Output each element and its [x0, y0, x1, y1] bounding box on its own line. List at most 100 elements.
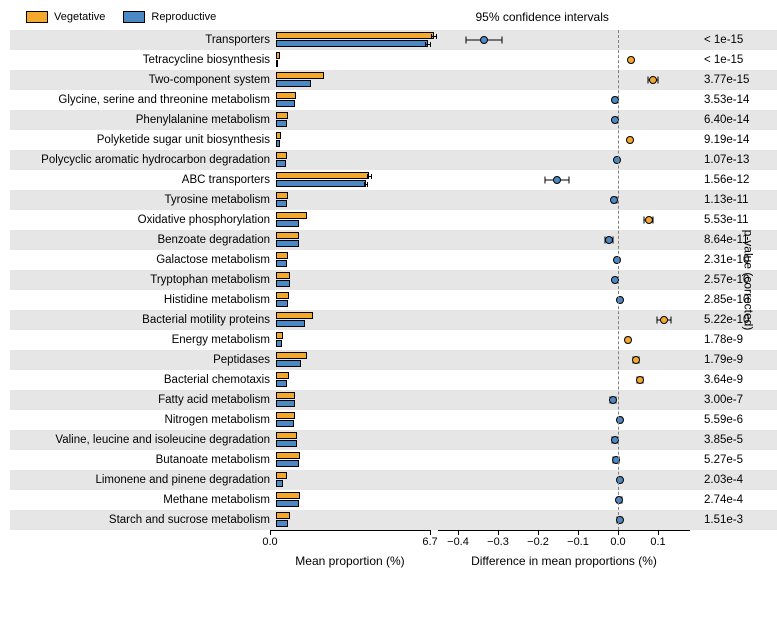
- p-value: 3.85e-5: [696, 434, 772, 446]
- data-row: Starch and sucrose metabolism 1.51e-3: [10, 510, 777, 530]
- bar-rep: [276, 280, 290, 287]
- category-label: Polycyclic aromatic hydrocarbon degradat…: [10, 154, 276, 166]
- bar-veg: [276, 472, 287, 479]
- swatch-rep: [123, 11, 145, 23]
- bar-rep: [276, 480, 283, 487]
- legend-item-rep: Reproductive: [123, 11, 216, 23]
- ci-dot: [645, 216, 653, 224]
- ci-cell: [436, 390, 696, 410]
- category-label: Oxidative phosphorylation: [10, 214, 276, 226]
- bar-rep: [276, 60, 278, 67]
- ci-dot: [615, 496, 623, 504]
- bars-cell: [276, 190, 436, 210]
- bar-veg: [276, 72, 324, 79]
- p-value: 3.64e-9: [696, 374, 772, 386]
- category-label: ABC transporters: [10, 174, 276, 186]
- bar-rep: [276, 100, 295, 107]
- category-label: Bacterial motility proteins: [10, 314, 276, 326]
- ci-dot: [605, 236, 613, 244]
- p-value: 2.74e-4: [696, 494, 772, 506]
- bar-rep: [276, 80, 311, 87]
- bars-cell: [276, 70, 436, 90]
- ci-dot: [613, 156, 621, 164]
- p-value: 1.07e-13: [696, 154, 772, 166]
- bars-axis-title: Mean proportion (%): [270, 554, 430, 568]
- bar-veg: [276, 372, 289, 379]
- category-label: Glycine, serine and threonine metabolism: [10, 94, 276, 106]
- bar-rep: [276, 460, 299, 467]
- p-value: 1.51e-3: [696, 514, 772, 526]
- p-value: 1.78e-9: [696, 334, 772, 346]
- ci-dot: [632, 356, 640, 364]
- p-value: 5.53e-11: [696, 214, 772, 226]
- category-label: Starch and sucrose metabolism: [10, 514, 276, 526]
- data-row: Fatty acid metabolism3.00e-7: [10, 390, 777, 410]
- data-row: Polycyclic aromatic hydrocarbon degradat…: [10, 150, 777, 170]
- bar-veg: [276, 152, 287, 159]
- bar-rep: [276, 240, 299, 247]
- bars-cell: [276, 370, 436, 390]
- ci-cell: [436, 350, 696, 370]
- bar-rep: [276, 180, 366, 187]
- ci-cell: [436, 190, 696, 210]
- ci-cell: [436, 30, 696, 50]
- ci-title: 95% confidence intervals: [412, 10, 672, 24]
- legend-item-veg: Vegetative: [26, 11, 105, 23]
- category-label: Phenylalanine metabolism: [10, 114, 276, 126]
- ci-cell: [436, 50, 696, 70]
- ci-cell: [436, 370, 696, 390]
- p-value: 3.00e-7: [696, 394, 772, 406]
- data-row: Histidine metabolism2.85e-10: [10, 290, 777, 310]
- bar-veg: [276, 232, 299, 239]
- bars-axis: Mean proportion (%) 0.06.7: [270, 530, 430, 572]
- ci-cell: [436, 470, 696, 490]
- bar-veg: [276, 452, 300, 459]
- ci-dot: [627, 56, 635, 64]
- category-label: Galactose metabolism: [10, 254, 276, 266]
- bar-veg: [276, 92, 296, 99]
- bar-rep: [276, 340, 282, 347]
- ci-cell: [436, 290, 696, 310]
- axes: Mean proportion (%) 0.06.7 Difference in…: [10, 530, 777, 572]
- data-row: Galactose metabolism2.31e-10: [10, 250, 777, 270]
- data-row: Valine, leucine and isoleucine degradati…: [10, 430, 777, 450]
- ci-cell: [436, 510, 696, 530]
- bar-veg: [276, 52, 280, 59]
- ci-cell: [436, 210, 696, 230]
- category-label: Methane metabolism: [10, 494, 276, 506]
- legend: Vegetative Reproductive 95% confidence i…: [10, 10, 777, 30]
- category-label: Valine, leucine and isoleucine degradati…: [10, 434, 276, 446]
- p-value: 5.22e-10: [696, 314, 772, 326]
- data-row: Limonene and pinene degradation2.03e-4: [10, 470, 777, 490]
- ci-cell: [436, 430, 696, 450]
- bar-veg: [276, 432, 297, 439]
- ci-dot: [660, 316, 668, 324]
- data-row: Bacterial motility proteins 5.22e-10: [10, 310, 777, 330]
- bars-cell: [276, 230, 436, 250]
- p-value: 8.64e-11: [696, 234, 772, 246]
- bar-rep: [276, 520, 288, 527]
- bars-cell: [276, 390, 436, 410]
- ci-dot: [480, 36, 488, 44]
- data-row: Two-component system3.77e-15: [10, 70, 777, 90]
- bar-rep: [276, 200, 287, 207]
- category-label: Benzoate degradation: [10, 234, 276, 246]
- data-row: Energy metabolism1.78e-9: [10, 330, 777, 350]
- data-row: Tyrosine metabolism1.13e-11: [10, 190, 777, 210]
- bars-cell: [276, 50, 436, 70]
- p-value: 2.03e-4: [696, 474, 772, 486]
- bar-veg: [276, 192, 288, 199]
- p-value: 1.56e-12: [696, 174, 772, 186]
- data-row: Tetracycline biosynthesis< 1e-15: [10, 50, 777, 70]
- p-value: < 1e-15: [696, 54, 772, 66]
- bar-rep: [276, 380, 287, 387]
- bar-rep: [276, 500, 299, 507]
- bar-rep: [276, 320, 305, 327]
- bars-cell: [276, 150, 436, 170]
- ci-cell: [436, 90, 696, 110]
- swatch-veg: [26, 11, 48, 23]
- bar-veg: [276, 172, 369, 179]
- bars-cell: [276, 350, 436, 370]
- data-row: Polyketide sugar unit biosynthesis9.19e-…: [10, 130, 777, 150]
- bars-cell: [276, 450, 436, 470]
